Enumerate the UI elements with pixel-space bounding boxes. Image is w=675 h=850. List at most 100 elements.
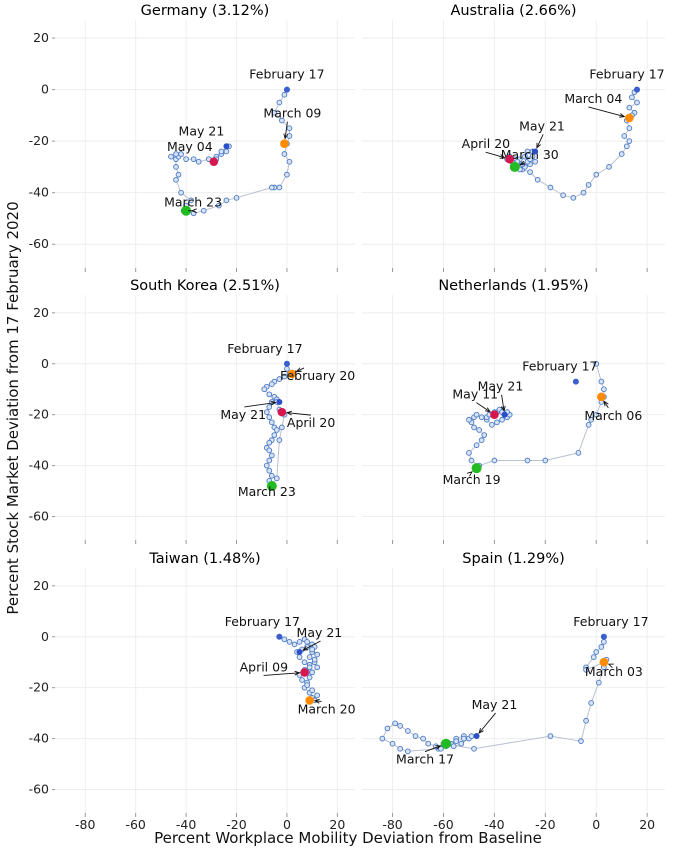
annotation-arrowhead: [270, 400, 277, 406]
annotation-label: May 21: [478, 379, 524, 394]
data-point: [384, 725, 391, 732]
annotation-label: May 21: [179, 123, 225, 138]
data-point: [471, 424, 477, 431]
highlight-point: [277, 407, 287, 417]
data-point: [223, 197, 230, 204]
x-tick-label: -40: [176, 817, 196, 832]
data-point: [271, 432, 278, 438]
panel-title: Taiwan (1.48%): [148, 551, 260, 567]
data-point: [304, 638, 310, 645]
data-point: [466, 450, 472, 456]
data-point: [218, 148, 225, 155]
panel: -80 -60 -40 -20 0 20 Spain (1.29%) February 17 M…: [362, 551, 665, 832]
data-point: [284, 171, 290, 178]
y-tick-label: 20: [33, 578, 49, 593]
data-point: [281, 636, 288, 643]
annotation-label: February 17: [589, 67, 664, 82]
highlight-point: [625, 113, 634, 123]
data-point: [598, 644, 605, 650]
y-tick-label: -40: [29, 458, 49, 473]
data-point: [481, 432, 488, 438]
annotation-arrowhead: [435, 745, 442, 750]
data-point: [314, 664, 321, 671]
data-point: [570, 194, 577, 201]
annotation-arrowhead: [190, 208, 197, 214]
highlight-point: [266, 480, 277, 491]
data-point: [304, 682, 310, 688]
data-point: [499, 416, 505, 423]
data-point: [522, 153, 528, 160]
x-tick-label: 20: [329, 817, 345, 832]
highlight-point: [572, 378, 579, 385]
data-point: [547, 184, 554, 191]
data-point: [266, 439, 273, 446]
highlight-point: [223, 143, 230, 150]
data-point: [450, 743, 457, 750]
highlight-point: [599, 657, 609, 667]
y-tick-label: -60: [29, 782, 49, 797]
highlight-point: [532, 148, 539, 155]
data-point: [314, 692, 321, 699]
data-point: [478, 437, 485, 443]
annotation-arrow: [588, 106, 625, 117]
highlight-point: [501, 411, 508, 418]
data-point: [268, 452, 275, 459]
data-point: [425, 740, 432, 747]
data-point: [532, 158, 538, 165]
data-point: [266, 467, 273, 474]
data-point: [296, 638, 303, 645]
panel: 20 0 -20 -40 -60 South Korea (2.51%) February …: [29, 278, 355, 544]
annotation-arrow: [302, 640, 321, 651]
data-point: [626, 138, 633, 144]
data-point: [593, 360, 600, 367]
annotation-arrow: [263, 672, 300, 676]
data-point: [595, 679, 602, 686]
data-point: [621, 133, 628, 139]
data-point: [466, 416, 472, 423]
data-point: [473, 442, 480, 449]
data-point: [468, 733, 475, 739]
data-point: [590, 654, 597, 660]
data-point: [420, 735, 426, 742]
data-point: [183, 156, 189, 163]
highlight-point: [305, 696, 314, 705]
annotation-label: March 20: [298, 701, 356, 716]
annotation-arrow: [478, 712, 496, 734]
annotation-arrowhead: [466, 471, 473, 477]
x-tick-label: 20: [639, 817, 655, 832]
annotation-label: February 17: [227, 341, 302, 356]
data-point: [593, 411, 600, 418]
data-point: [629, 94, 635, 101]
highlight-point: [505, 154, 514, 164]
annotation-label: March 23: [238, 484, 296, 499]
annotation-arrowhead: [519, 160, 526, 166]
panel: 20 0 -20 -40 -60 -80 -60 -40 -20 0 20 Taiwan (1.48%…: [29, 551, 356, 832]
x-tick-label: -20: [226, 817, 246, 832]
annotation-label: February 17: [573, 614, 648, 629]
data-point: [281, 151, 288, 157]
data-point: [279, 117, 285, 124]
annotation-arrow: [287, 412, 311, 416]
annotation-label: March 06: [584, 408, 642, 423]
data-point: [392, 720, 398, 727]
data-point: [168, 153, 174, 160]
panel-title: Netherlands (1.95%): [438, 278, 588, 294]
x-tick-label: -60: [125, 817, 145, 832]
data-point: [311, 656, 318, 663]
annotation-arrow: [476, 402, 491, 413]
data-point: [471, 745, 477, 752]
data-point: [473, 411, 480, 418]
data-point: [606, 164, 612, 170]
data-point: [585, 182, 592, 188]
data-point: [276, 376, 283, 382]
annotation-label: March 23: [164, 195, 222, 210]
annotation-arrowhead: [501, 405, 506, 412]
panel-title: Germany (3.12%): [141, 3, 270, 19]
data-point: [438, 745, 444, 752]
data-point: [195, 158, 202, 165]
data-point: [626, 104, 633, 111]
annotation-arrowhead: [283, 133, 289, 140]
annotation-label: March 03: [585, 664, 643, 679]
data-point: [266, 447, 273, 454]
data-point: [268, 419, 275, 426]
